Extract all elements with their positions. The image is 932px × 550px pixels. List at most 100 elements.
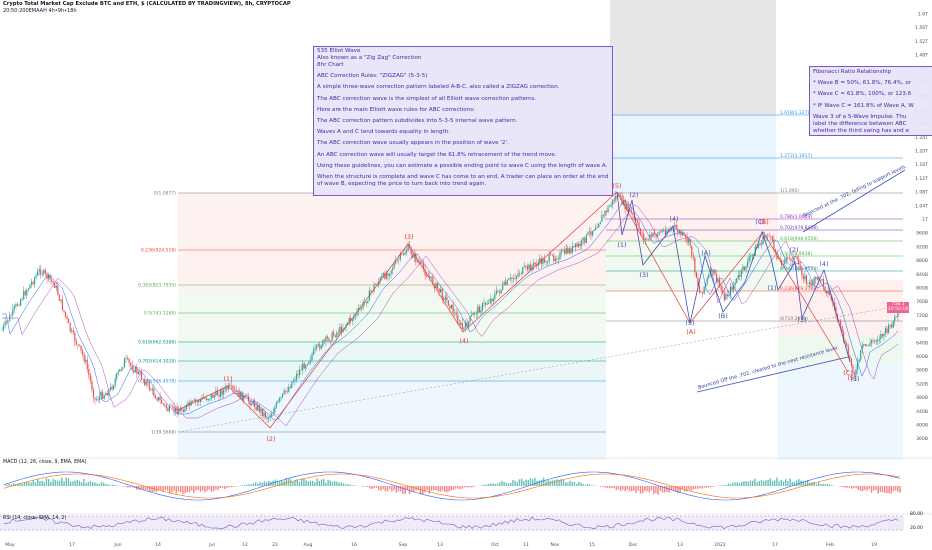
macd-histogram-bar — [653, 486, 655, 495]
wave-label-impulse: (3) — [404, 233, 413, 241]
candle-body — [793, 256, 795, 263]
candle-body — [441, 288, 443, 299]
macd-histogram-bar — [103, 482, 105, 486]
candle-body — [826, 290, 828, 294]
candle-body — [702, 292, 704, 294]
macd-histogram-bar — [490, 483, 492, 486]
macd-histogram-bar — [639, 486, 642, 494]
candle-body — [244, 395, 246, 396]
macd-histogram-bar — [166, 486, 169, 491]
macd-histogram-bar — [285, 477, 287, 486]
macd-histogram-bar — [635, 486, 637, 494]
candle-body — [161, 399, 163, 404]
macd-histogram-bar — [98, 483, 100, 486]
candle-body — [562, 250, 564, 252]
price-tick-label: 720B — [916, 313, 928, 319]
candle-body — [502, 284, 504, 290]
note-line: Waves A and C tend towards equality in l… — [317, 129, 451, 136]
macd-histogram-bar — [221, 486, 224, 489]
macd-histogram-bar — [340, 482, 342, 486]
candle-body — [199, 399, 201, 402]
candle-body — [740, 269, 742, 277]
candle-body — [424, 269, 426, 276]
candle-body — [494, 294, 496, 299]
candle-body — [72, 330, 74, 333]
candle-body — [78, 344, 81, 346]
macd-histogram-bar — [708, 486, 710, 488]
macd-histogram-bar — [63, 481, 65, 486]
candle-body — [650, 234, 653, 237]
macd-histogram-bar — [232, 486, 235, 488]
candle-body — [850, 358, 852, 366]
candle-body — [626, 203, 628, 210]
macd-histogram-bar — [556, 479, 558, 486]
candle-body — [720, 286, 722, 290]
candle-body — [801, 269, 803, 276]
fib-abc-label: 0.702(979.8438) — [780, 225, 818, 231]
candle-body — [117, 371, 119, 374]
macd-histogram-bar — [257, 483, 259, 486]
candle-body — [508, 279, 510, 280]
macd-histogram-bar — [149, 486, 151, 492]
macd-histogram-bar — [380, 486, 382, 491]
price-tick-label: 360B — [916, 436, 928, 442]
macd-histogram-bar — [448, 486, 450, 492]
macd-histogram-bar — [796, 480, 798, 486]
candle-body — [395, 259, 397, 264]
candle-body — [450, 304, 453, 309]
candle-body — [460, 322, 462, 325]
price-tick-label: 440B — [916, 409, 928, 415]
macd-histogram-bar — [41, 480, 43, 486]
candle-body — [684, 234, 687, 238]
macd-histogram-bar — [472, 486, 474, 488]
candle-body — [607, 206, 609, 213]
fib-major-label: 0(1.0877) — [154, 191, 176, 197]
note-line: ABC Correction Rules: "ZIGZAG" (5-3-5) — [317, 73, 428, 80]
time-tick-label: Jul — [208, 542, 215, 548]
fib-abc-label: 0.5(904.9438) — [780, 251, 812, 257]
candle-body — [610, 204, 612, 206]
candle-body — [268, 417, 270, 419]
candle-body — [43, 270, 45, 275]
candle-body — [771, 236, 773, 240]
candle-body — [559, 252, 561, 260]
macd-histogram-bar — [219, 486, 221, 489]
candle-body — [131, 365, 133, 371]
candle-body — [599, 221, 601, 225]
macd-histogram-bar — [620, 486, 622, 491]
candle-body — [30, 282, 33, 285]
elliott-subwave-line — [616, 191, 851, 363]
candle-body — [258, 405, 260, 412]
candle-body — [393, 263, 395, 269]
macd-histogram-bar — [683, 486, 686, 492]
macd-histogram-bar — [884, 486, 886, 494]
candle-body — [770, 235, 772, 237]
candle-body — [739, 275, 741, 277]
bounced-arrow — [696, 356, 849, 393]
candle-body — [334, 335, 336, 337]
macd-histogram-bar — [384, 486, 386, 492]
candle-body — [178, 410, 180, 414]
macd-histogram-bar — [615, 486, 617, 490]
macd-histogram-bar — [301, 478, 303, 486]
candle-body — [89, 374, 91, 381]
macd-histogram-bar — [342, 483, 345, 486]
candle-body — [798, 259, 800, 265]
macd-histogram-bar — [488, 483, 490, 486]
candle-body — [233, 388, 236, 390]
macd-histogram-bar — [171, 486, 173, 493]
macd-histogram-bar — [129, 486, 131, 488]
candle-body — [829, 291, 831, 295]
candle-body — [897, 310, 899, 318]
macd-histogram-bar — [609, 486, 611, 489]
candle-body — [396, 259, 398, 261]
macd-histogram-bar — [690, 486, 692, 491]
candle-body — [816, 276, 818, 280]
candle-body — [486, 303, 488, 305]
candle-body — [777, 257, 780, 259]
candle-body — [675, 225, 677, 229]
candle-body — [815, 277, 817, 280]
candle-body — [511, 277, 513, 280]
candle-body — [791, 261, 794, 263]
